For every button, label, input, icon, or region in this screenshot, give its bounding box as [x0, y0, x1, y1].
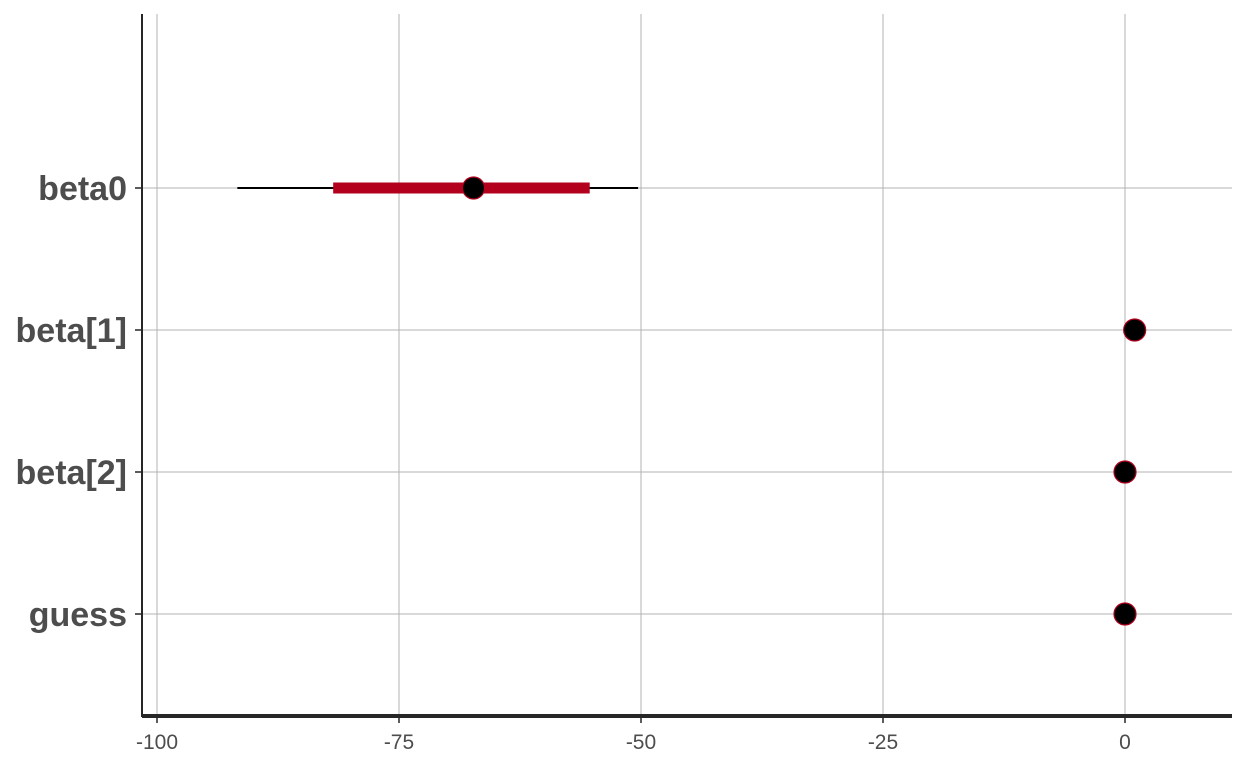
- grid-lines: [142, 14, 1232, 716]
- parameter-label: beta[1]: [16, 312, 127, 350]
- point-estimate: [1113, 460, 1137, 484]
- parameter-label: guess: [29, 596, 127, 634]
- point-estimate: [1123, 318, 1147, 342]
- axes: [135, 14, 1232, 723]
- x-tick-label: -75: [384, 731, 414, 754]
- labels: -100 -75 -50 -25 0 beta0 beta[1] beta[2] guess: [16, 170, 1131, 754]
- parameter-label: beta[2]: [16, 454, 127, 492]
- x-tick-label: 0: [1119, 731, 1131, 754]
- point-estimate: [1113, 602, 1137, 626]
- x-tick-label: -50: [626, 731, 656, 754]
- intervals: [237, 176, 1147, 626]
- x-tick-label: -100: [136, 731, 178, 754]
- parameter-label: beta0: [38, 170, 127, 208]
- point-estimate: [461, 176, 486, 200]
- x-tick-label: -25: [868, 731, 898, 754]
